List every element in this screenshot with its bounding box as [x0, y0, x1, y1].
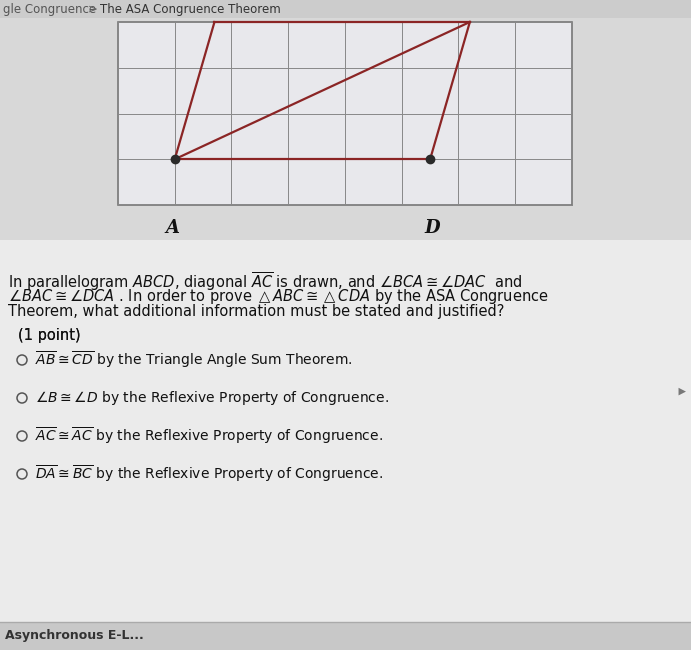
Circle shape — [17, 355, 27, 365]
Text: In parallelogram $\mathit{ABCD}$, diagonal $\overline{AC}$ is drawn, and $\angle: In parallelogram $\mathit{ABCD}$, diagon… — [8, 270, 522, 292]
Text: (1 point): (1 point) — [18, 328, 81, 343]
Bar — [0, 18, 691, 268]
Text: (1 point): (1 point) — [18, 328, 81, 343]
Text: Theorem, what additional information must be stated and justified?: Theorem, what additional information mus… — [8, 304, 504, 319]
Text: D: D — [424, 219, 440, 237]
Text: The ASA Congruence Theorem: The ASA Congruence Theorem — [100, 3, 281, 16]
Text: $\overline{DA} \cong \overline{BC}$ by the Reflexive Property of Congruence.: $\overline{DA} \cong \overline{BC}$ by t… — [35, 464, 384, 484]
Text: gle Congruence: gle Congruence — [3, 3, 96, 16]
Circle shape — [17, 431, 27, 441]
Text: Asynchronous E-L...: Asynchronous E-L... — [5, 629, 144, 642]
Text: >: > — [88, 3, 98, 16]
Text: $\angle BAC \cong \angle DCA$ . In order to prove $\triangle ABC \cong \triangle: $\angle BAC \cong \angle DCA$ . In order… — [8, 287, 549, 306]
Text: $\overline{AC} \cong \overline{AC}$ by the Reflexive Property of Congruence.: $\overline{AC} \cong \overline{AC}$ by t… — [35, 426, 383, 446]
Bar — [0, 0, 691, 18]
Circle shape — [17, 393, 27, 403]
Text: ◀: ◀ — [679, 385, 685, 395]
Text: $\angle B \cong \angle D$ by the Reflexive Property of Congruence.: $\angle B \cong \angle D$ by the Reflexi… — [35, 389, 389, 407]
Text: A: A — [166, 219, 180, 237]
Bar — [118, 22, 572, 205]
Circle shape — [17, 469, 27, 479]
Text: $\overline{AB} \cong \overline{CD}$ by the Triangle Angle Sum Theorem.: $\overline{AB} \cong \overline{CD}$ by t… — [35, 350, 352, 370]
Bar — [0, 240, 691, 650]
Bar — [0, 622, 691, 650]
